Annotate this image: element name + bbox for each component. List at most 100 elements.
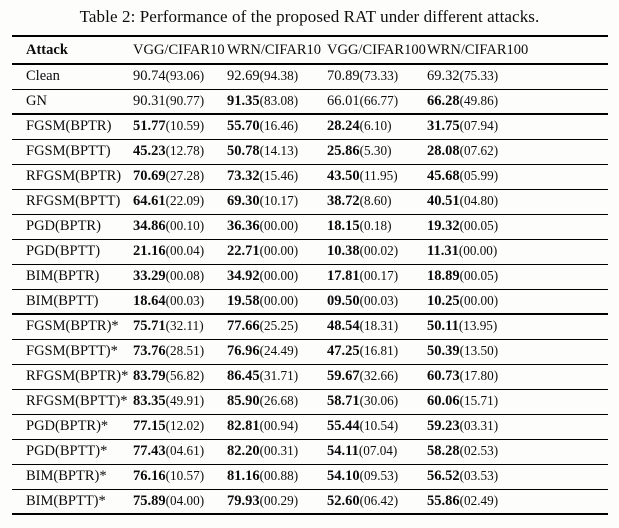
- accuracy-value: 51.77: [133, 118, 166, 135]
- accuracy-cell: 69.30(10.17): [227, 189, 327, 214]
- accuracy-value: 45.68: [427, 168, 460, 184]
- baseline-value: (18.31): [359, 318, 399, 334]
- table-row-gn: GN 90.31(90.77) 91.35(83.08) 66.01(66.77) 66…: [12, 89, 608, 114]
- accuracy-cell: 10.38(00.02): [327, 239, 427, 264]
- accuracy-value: 69.32: [427, 68, 460, 85]
- column-header-wrn-cifar100: WRN/CIFAR100: [427, 41, 529, 58]
- header-row: Attack VGG/CIFAR10 WRN/CIFAR10 VGG/CIFAR100…: [12, 36, 608, 64]
- table-row-rfgsm-bptr: RFGSM(BPTR)* 83.79(56.82) 86.45(31.71) 59.6…: [12, 364, 608, 389]
- baseline-value: (00.31): [259, 443, 299, 458]
- accuracy-value: 70.69: [133, 168, 166, 184]
- accuracy-value: 40.51: [427, 193, 460, 209]
- accuracy-value: 09.50: [327, 292, 360, 309]
- accuracy-value: 48.54: [327, 318, 360, 335]
- accuracy-value: 50.11: [427, 318, 459, 335]
- accuracy-cell: 73.32(15.46): [227, 164, 327, 189]
- accuracy-cell: 82.20(00.31): [227, 439, 327, 464]
- baseline-value: (8.60): [359, 193, 392, 208]
- accuracy-cell: 22.71(00.00): [227, 239, 327, 264]
- baseline-value: (11.95): [359, 168, 398, 183]
- accuracy-cell: 38.72(8.60): [327, 189, 427, 214]
- accuracy-value: 75.89: [133, 492, 166, 509]
- accuracy-cell: 66.28(49.86): [427, 89, 608, 114]
- baseline-value: (00.00): [458, 243, 498, 258]
- accuracy-cell: 66.01(66.77): [327, 89, 427, 114]
- accuracy-cell: 70.89(73.33): [327, 64, 427, 89]
- results-table: Attack VGG/CIFAR10 WRN/CIFAR10 VGG/CIFAR100…: [12, 35, 608, 515]
- baseline-value: (00.94): [259, 418, 299, 433]
- accuracy-cell: 75.89(04.00): [133, 489, 227, 514]
- accuracy-value: 19.58: [227, 292, 260, 309]
- baseline-value: (03.53): [459, 468, 499, 483]
- accuracy-value: 38.72: [327, 193, 360, 209]
- accuracy-cell: 91.35(83.08): [227, 89, 327, 114]
- accuracy-cell: 28.08(07.62): [427, 139, 608, 164]
- accuracy-cell: 21.16(00.04): [133, 239, 227, 264]
- table-row-bim-bptt: BIM(BPTT)* 75.89(04.00) 79.93(00.29) 52.60(…: [12, 489, 608, 514]
- baseline-value: (90.77): [165, 92, 205, 108]
- accuracy-cell: 86.45(31.71): [227, 364, 327, 389]
- baseline-value: (30.06): [359, 393, 399, 408]
- accuracy-value: 34.92: [227, 268, 260, 284]
- baseline-value: (94.38): [259, 68, 299, 84]
- baseline-value: (12.78): [165, 143, 205, 158]
- accuracy-cell: 73.76(28.51): [133, 339, 227, 364]
- baseline-value: (27.28): [165, 168, 205, 183]
- baseline-value: (00.29): [259, 492, 299, 508]
- column-header-vgg-cifar100: VGG/CIFAR100: [327, 41, 426, 58]
- baseline-value: (04.61): [165, 443, 205, 458]
- baseline-value: (14.13): [259, 143, 299, 158]
- baseline-value: (15.46): [259, 168, 299, 183]
- accuracy-value: 18.64: [133, 292, 166, 309]
- baseline-value: (32.66): [359, 368, 399, 383]
- baseline-value: (00.03): [359, 292, 399, 308]
- accuracy-value: 77.43: [133, 443, 166, 459]
- accuracy-cell: 11.31(00.00): [427, 239, 608, 264]
- accuracy-value: 59.67: [327, 368, 360, 384]
- baseline-value: (28.51): [165, 343, 205, 358]
- baseline-value: (02.53): [459, 443, 499, 458]
- baseline-value: (00.05): [459, 268, 499, 283]
- accuracy-cell: 77.43(04.61): [133, 439, 227, 464]
- accuracy-cell: 50.11(13.95): [427, 314, 608, 339]
- table-row-fgsm-bptt: FGSM(BPTT) 45.23(12.78) 50.78(14.13) 25.86(…: [12, 139, 608, 164]
- accuracy-value: 60.06: [427, 393, 460, 409]
- table-row-pgd-bptt: PGD(BPTT) 21.16(00.04) 22.71(00.00) 10.38(0…: [12, 239, 608, 264]
- accuracy-cell: 18.89(00.05): [427, 264, 608, 289]
- attack-name: PGD(BPTR)*: [26, 418, 109, 434]
- accuracy-cell: 19.32(00.05): [427, 214, 608, 239]
- accuracy-cell: 50.39(13.50): [427, 339, 608, 364]
- baseline-value: (26.68): [259, 393, 299, 408]
- baseline-value: (00.88): [259, 468, 299, 483]
- accuracy-cell: 50.78(14.13): [227, 139, 327, 164]
- baseline-value: (04.80): [459, 193, 499, 208]
- table-row-fgsm-bptr: FGSM(BPTR)* 75.71(32.11) 77.66(25.25) 48.54…: [12, 314, 608, 339]
- accuracy-cell: 17.81(00.17): [327, 264, 427, 289]
- table-row-rfgsm-bptt: RFGSM(BPTT) 64.61(22.09) 69.30(10.17) 38.72…: [12, 189, 608, 214]
- accuracy-value: 75.71: [133, 318, 166, 335]
- accuracy-value: 58.28: [427, 443, 460, 459]
- column-header-wrn-cifar10: WRN/CIFAR10: [227, 41, 321, 58]
- baseline-value: (12.02): [165, 418, 205, 433]
- accuracy-value: 22.71: [227, 243, 260, 259]
- accuracy-cell: 64.61(22.09): [133, 189, 227, 214]
- accuracy-value: 50.39: [427, 343, 460, 359]
- attack-name: GN: [26, 92, 47, 109]
- accuracy-value: 47.25: [327, 343, 360, 359]
- accuracy-value: 28.08: [427, 143, 460, 159]
- accuracy-value: 59.23: [427, 418, 460, 434]
- attack-name: PGD(BPTT)*: [26, 443, 108, 459]
- accuracy-value: 76.16: [133, 468, 166, 484]
- accuracy-value: 58.71: [327, 393, 360, 409]
- accuracy-cell: 76.96(24.49): [227, 339, 327, 364]
- attack-name: FGSM(BPTT): [26, 143, 111, 159]
- accuracy-value: 54.11: [327, 443, 359, 459]
- baseline-value: (15.71): [459, 393, 499, 408]
- baseline-value: (00.00): [259, 292, 299, 308]
- accuracy-value: 76.96: [227, 343, 260, 359]
- baseline-value: (00.03): [165, 292, 205, 308]
- accuracy-cell: 70.69(27.28): [133, 164, 227, 189]
- accuracy-value: 18.15: [327, 218, 360, 234]
- baseline-value: (00.00): [259, 243, 299, 258]
